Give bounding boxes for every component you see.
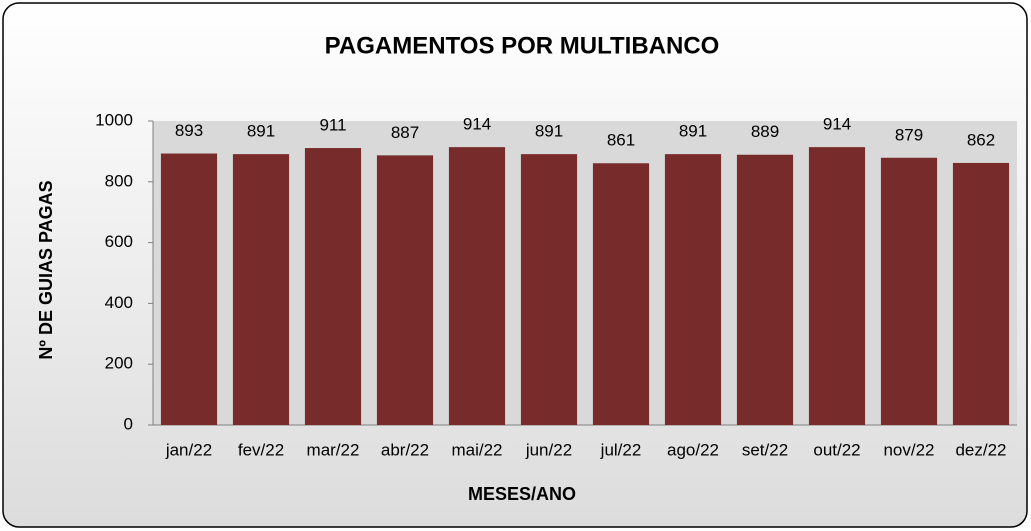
bar	[664, 154, 722, 426]
x-tick-label: set/22	[742, 440, 788, 459]
x-tick-label: fev/22	[238, 440, 284, 459]
data-label: 911	[319, 116, 346, 135]
chart-title: PAGAMENTOS POR MULTIBANCO	[325, 32, 720, 59]
bar	[520, 154, 578, 426]
data-label: 891	[535, 122, 563, 141]
x-tick-label: ago/22	[667, 440, 719, 459]
bar	[160, 153, 218, 425]
y-tick-label: 400	[105, 293, 133, 312]
bar	[304, 148, 362, 425]
data-label: 893	[175, 121, 203, 140]
bar	[736, 154, 794, 425]
data-label: 862	[967, 130, 995, 149]
data-label: 889	[751, 122, 779, 141]
bar	[880, 157, 938, 425]
data-label: 879	[895, 125, 923, 144]
bar	[592, 163, 650, 426]
y-tick-label: 200	[105, 354, 133, 373]
y-axis-label: Nº DE GUIAS PAGAS	[36, 180, 56, 359]
y-tick-label: 800	[105, 171, 133, 190]
data-label: 861	[607, 131, 635, 150]
x-tick-label: nov/22	[883, 440, 934, 459]
bar	[376, 155, 434, 426]
data-label: 891	[679, 122, 707, 141]
x-tick-label: out/22	[813, 440, 860, 459]
bar	[808, 147, 866, 426]
x-tick-label: abr/22	[381, 440, 429, 459]
data-label: 914	[463, 115, 491, 134]
x-tick-label: jun/22	[525, 440, 572, 459]
bar	[952, 162, 1010, 425]
y-tick-label: 0	[124, 414, 133, 433]
bar	[232, 154, 290, 426]
data-label: 914	[823, 115, 851, 134]
x-tick-label: jan/22	[165, 440, 212, 459]
plot-area	[153, 121, 1017, 425]
bar	[448, 147, 506, 426]
y-tick-label: 1000	[95, 110, 133, 129]
x-axis-label: MESES/ANO	[468, 484, 576, 504]
x-tick-label: dez/22	[955, 440, 1006, 459]
y-tick-label: 600	[105, 232, 133, 251]
x-tick-label: mai/22	[451, 440, 502, 459]
x-tick-label: mar/22	[307, 440, 360, 459]
data-label: 887	[391, 123, 419, 142]
x-tick-label: jul/22	[600, 440, 642, 459]
data-label: 891	[247, 122, 275, 141]
